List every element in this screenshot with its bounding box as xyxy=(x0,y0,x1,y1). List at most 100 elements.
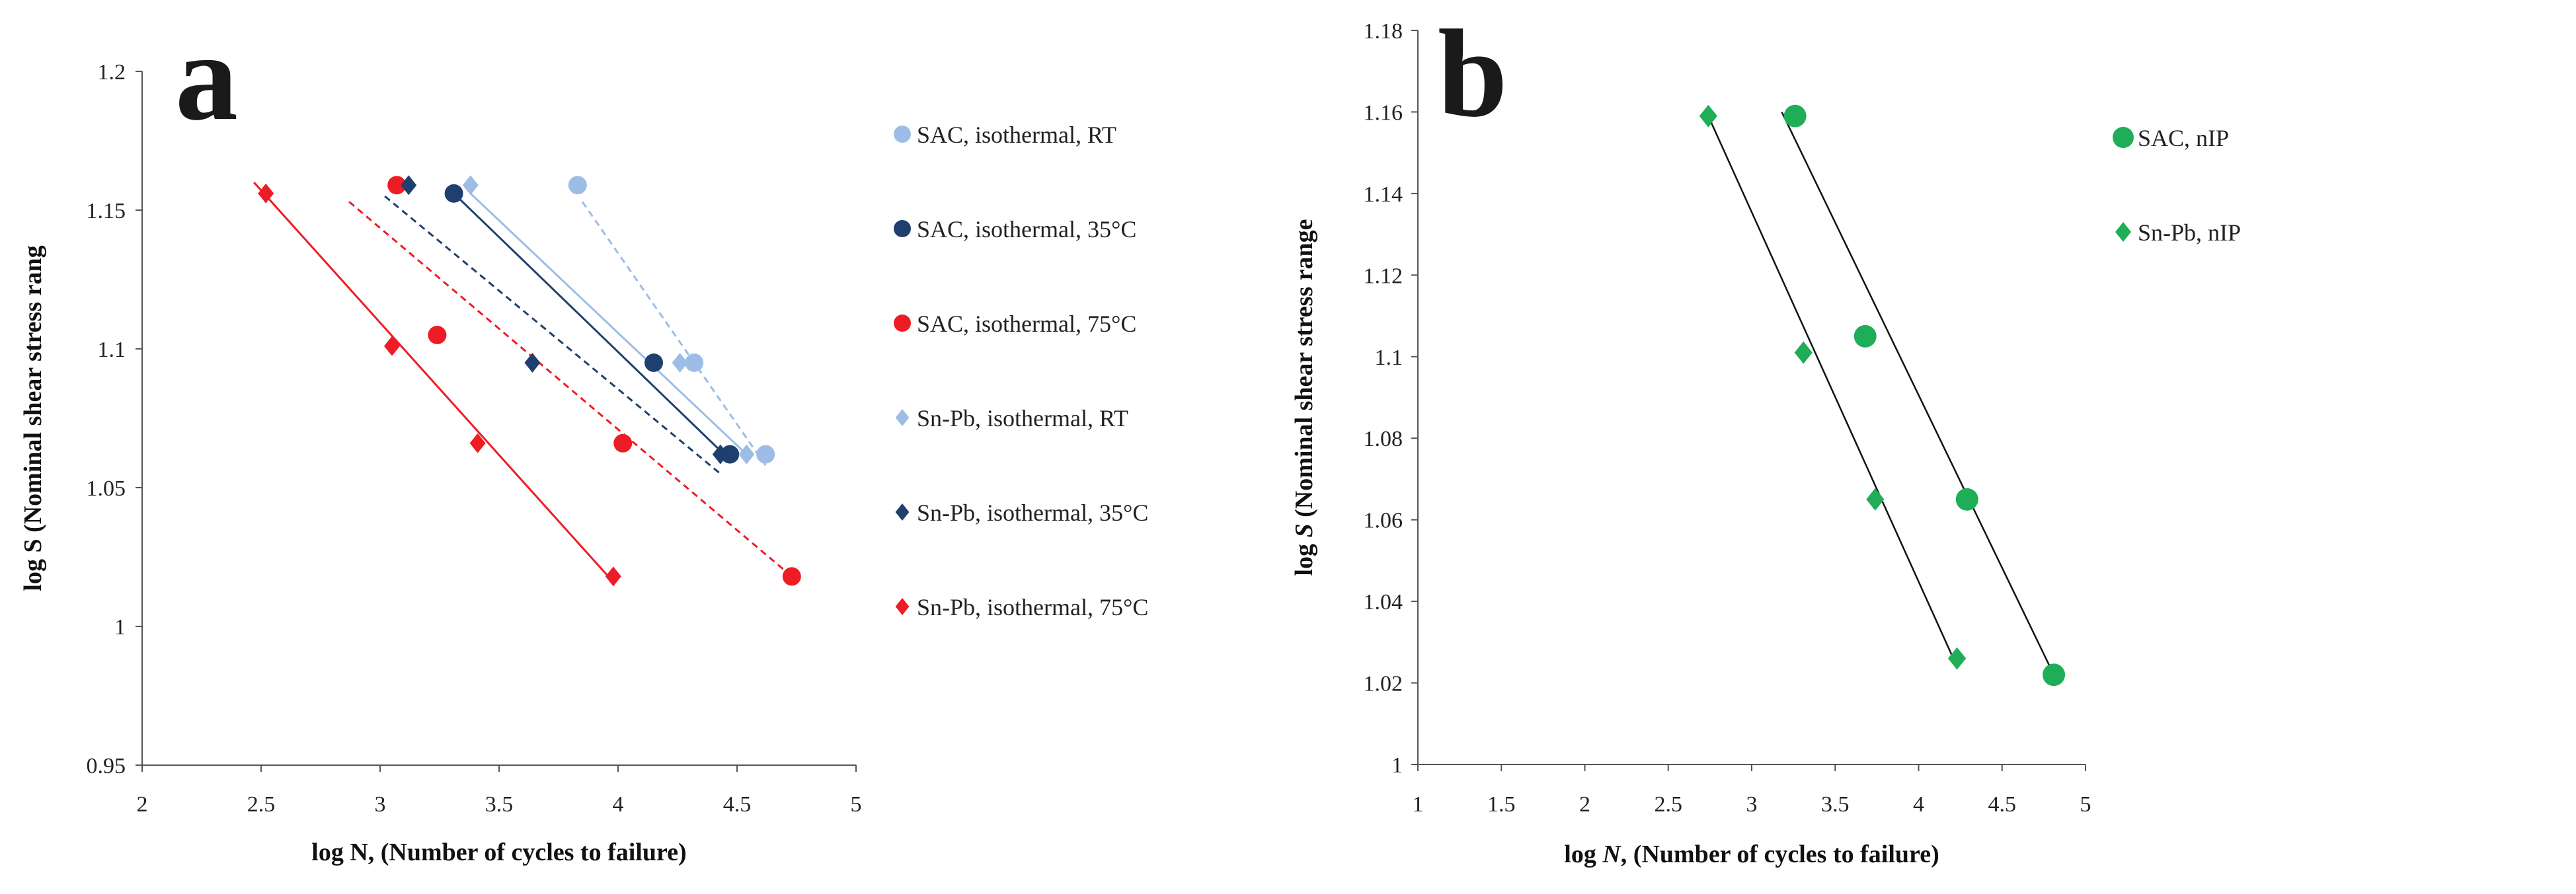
data-point-sac-nip xyxy=(1955,488,1978,511)
y-tick-label: 1.14 xyxy=(1364,182,1403,207)
data-point-sac-isothermal-rt xyxy=(568,176,587,195)
x-tick-label: 1.5 xyxy=(1487,792,1516,817)
data-point-sac-nip xyxy=(1854,324,1877,348)
data-point-sac-isothermal-rt xyxy=(756,445,775,464)
y-tick-label: 1 xyxy=(1391,753,1403,778)
data-point-sac-isothermal-rt xyxy=(685,354,704,372)
y-tick-label: 1 xyxy=(114,615,126,640)
y-tick-label: 1.15 xyxy=(87,199,126,223)
x-tick-label: 2.5 xyxy=(1655,792,1683,817)
y-axis-label-part: S xyxy=(1290,523,1318,537)
legend-label-sn-pb-isothermal-75-c: Sn-Pb, isothermal, 75°C xyxy=(917,594,1148,620)
y-tick-label: 1.05 xyxy=(87,476,126,501)
data-point-sn-pb-nip xyxy=(1699,104,1717,128)
data-point-sn-pb-nip xyxy=(1866,488,1885,511)
fit-line-sac-nip xyxy=(1781,111,2055,675)
fit-line-sn-pb-isothermal-75-c xyxy=(253,181,614,583)
fit-line-sn-pb-isothermal-rt xyxy=(469,192,748,455)
legend-marker-sac-isothermal-75-c xyxy=(894,315,911,332)
x-tick-label: 3.5 xyxy=(1821,792,1850,817)
legend-marker-sn-pb-isothermal-rt xyxy=(895,409,910,426)
data-point-sn-pb-isothermal-rt xyxy=(672,353,688,373)
data-point-sn-pb-isothermal-35-c xyxy=(401,175,417,196)
legend-label-sac-isothermal-75-c: SAC, isothermal, 75°C xyxy=(917,311,1136,337)
data-point-sn-pb-isothermal-rt xyxy=(462,175,479,196)
y-axis-label-part: log xyxy=(1290,537,1318,576)
data-point-sn-pb-isothermal-rt xyxy=(738,444,755,465)
fit-line-sac-isothermal-35-c xyxy=(453,192,731,461)
x-axis-label-part: , (Number of cycles to failure) xyxy=(1621,840,1939,868)
x-tick-label: 2.5 xyxy=(247,792,276,817)
data-point-sn-pb-nip xyxy=(1794,341,1813,364)
data-point-sn-pb-isothermal-75-c xyxy=(384,336,400,356)
y-tick-label: 1.06 xyxy=(1364,509,1403,533)
legend-marker-sac-nip xyxy=(2113,127,2134,148)
legend-marker-sac-isothermal-rt xyxy=(894,126,911,143)
x-tick-label: 4 xyxy=(613,792,624,817)
x-axis-label-part: N xyxy=(1602,840,1621,868)
data-point-sn-pb-isothermal-75-c xyxy=(469,433,486,453)
x-axis-label: log N, (Number of cycles to failure) xyxy=(1564,840,1939,868)
panel-b-label: b xyxy=(1438,5,1508,143)
data-point-sac-isothermal-35-c xyxy=(721,445,740,464)
legend-marker-sac-isothermal-35-c xyxy=(894,220,911,237)
fit-line-sn-pb-isothermal-35-c xyxy=(384,195,721,475)
chart-a: 2 2.5 3 3.5 4 4.5 5 0.95 1 1.05 1.1 1.15 1.2 log N, (… xyxy=(19,60,1148,866)
x-tick-label: 5 xyxy=(2080,792,2091,817)
x-tick-label: 5 xyxy=(851,792,862,817)
y-tick-label: 1.12 xyxy=(1364,264,1403,288)
data-point-sn-pb-isothermal-75-c xyxy=(605,566,621,587)
x-tick-label: 4.5 xyxy=(1988,792,2017,817)
data-point-sn-pb-nip xyxy=(1947,647,1967,670)
y-axis-label: log S (Nominal shear stress range xyxy=(1290,219,1318,576)
y-tick-label: 1.08 xyxy=(1364,427,1403,451)
legend-label-sn-pb-isothermal-35-c: Sn-Pb, isothermal, 35°C xyxy=(917,500,1148,526)
fit-line-sac-isothermal-75-c xyxy=(348,201,793,577)
x-tick-label: 4 xyxy=(1913,792,1924,817)
x-tick-label: 1 xyxy=(1413,792,1424,817)
y-axis-label-part: (Nominal shear stress range xyxy=(1290,219,1318,523)
y-tick-label: 1.1 xyxy=(1375,346,1403,370)
data-point-sac-nip xyxy=(1783,104,1807,128)
x-tick-label: 4.5 xyxy=(723,792,752,817)
y-tick-label: 1.2 xyxy=(98,60,126,85)
legend-label-sac-nip: SAC, nIP xyxy=(2138,125,2229,151)
x-tick-label: 3 xyxy=(1746,792,1758,817)
chart-b: 1 1.5 2 2.5 3 3.5 4 4.5 5 1 1.02 1.04 1.06 1.08 1.1 1.1… xyxy=(1290,19,2241,868)
x-tick-label: 2 xyxy=(137,792,148,817)
data-point-sn-pb-isothermal-75-c xyxy=(258,183,274,204)
x-axis-label-part: log xyxy=(1564,840,1602,868)
legend-label-sac-isothermal-rt: SAC, isothermal, RT xyxy=(917,122,1116,148)
legend-marker-sn-pb-isothermal-35-c xyxy=(895,503,910,521)
legend-label-sn-pb-nip: Sn-Pb, nIP xyxy=(2138,219,2241,246)
y-tick-label: 0.95 xyxy=(87,754,126,778)
data-point-sac-isothermal-35-c xyxy=(644,354,663,372)
data-point-sac-isothermal-75-c xyxy=(613,433,633,453)
y-tick-label: 1.16 xyxy=(1364,100,1403,125)
data-point-sac-isothermal-75-c xyxy=(387,176,407,195)
legend-marker-sn-pb-isothermal-75-c xyxy=(895,598,910,615)
x-tick-label: 3 xyxy=(375,792,386,817)
data-point-sn-pb-isothermal-35-c xyxy=(524,353,541,373)
x-tick-label: 2 xyxy=(1579,792,1590,817)
legend-label-sn-pb-isothermal-rt: Sn-Pb, isothermal, RT xyxy=(917,405,1128,431)
y-tick-label: 1.1 xyxy=(98,338,126,362)
panel-a-label: a xyxy=(175,8,238,147)
fit-line-sac-isothermal-rt xyxy=(581,201,767,466)
x-axis-label: log N, (Number of cycles to failure) xyxy=(311,838,686,866)
data-point-sac-isothermal-35-c xyxy=(444,184,463,203)
fit-line-sn-pb-nip xyxy=(1707,116,1958,667)
data-point-sac-nip xyxy=(2043,663,2066,687)
y-axis-label: log S (Nominal shear stress rang xyxy=(19,245,47,591)
legend-label-sac-isothermal-35-c: SAC, isothermal, 35°C xyxy=(917,216,1136,242)
data-point-sac-isothermal-75-c xyxy=(428,326,447,344)
y-tick-label: 1.02 xyxy=(1364,672,1403,696)
x-tick-label: 3.5 xyxy=(485,792,514,817)
y-tick-label: 1.04 xyxy=(1364,590,1403,615)
data-point-sn-pb-isothermal-35-c xyxy=(712,444,728,465)
y-tick-label: 1.18 xyxy=(1364,19,1403,44)
data-point-sac-isothermal-75-c xyxy=(782,567,801,586)
legend-marker-sn-pb-nip xyxy=(2115,222,2131,242)
